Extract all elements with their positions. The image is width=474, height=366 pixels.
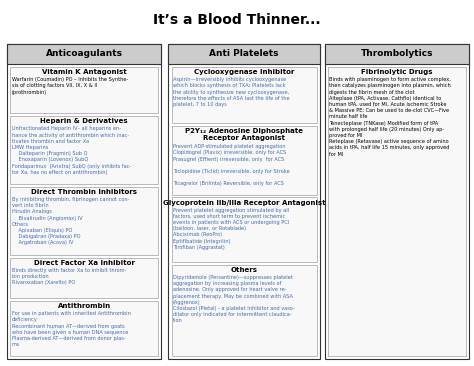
FancyBboxPatch shape [7, 44, 161, 64]
Text: Glycoprotein IIb/IIIa Receptor Antagonist: Glycoprotein IIb/IIIa Receptor Antagonis… [163, 199, 326, 206]
Text: Anti Platelets: Anti Platelets [210, 49, 279, 59]
Text: P2Y₁₂ Adenosine Diphosphate
Receptor Antagonist: P2Y₁₂ Adenosine Diphosphate Receptor Ant… [185, 128, 303, 141]
Text: Prevent platelet aggregation stimulated by all
factors, used short term to preve: Prevent platelet aggregation stimulated … [173, 208, 289, 250]
Text: Binds with plasminogen to form active complex,
then catalyzes plasminogen into p: Binds with plasminogen to form active co… [329, 77, 451, 157]
Text: Direct Factor Xa Inhibitor: Direct Factor Xa Inhibitor [34, 260, 135, 266]
FancyBboxPatch shape [10, 116, 158, 184]
Text: Aspirin—irreversibly inhibits cyclooxygenase
which blocks synthesis of TXA₂ Plat: Aspirin—irreversibly inhibits cyclooxyge… [173, 77, 290, 107]
FancyBboxPatch shape [168, 44, 320, 64]
FancyBboxPatch shape [168, 44, 320, 359]
FancyBboxPatch shape [10, 301, 158, 356]
FancyBboxPatch shape [328, 67, 466, 356]
Text: Unfractionated Heparin IV– all heparins en-
hance the activity of antithrombin w: Unfractionated Heparin IV– all heparins … [12, 126, 131, 175]
FancyBboxPatch shape [10, 187, 158, 255]
Text: Anticoagulants: Anticoagulants [46, 49, 123, 59]
Text: Antithrombin: Antithrombin [57, 303, 111, 309]
FancyBboxPatch shape [172, 67, 317, 123]
FancyBboxPatch shape [10, 67, 158, 113]
Text: Prevent ADP-stimulated platelet aggregation
Clopidogrel (Plavix) irreversible, o: Prevent ADP-stimulated platelet aggregat… [173, 144, 290, 186]
Text: It’s a Blood Thinner...: It’s a Blood Thinner... [153, 13, 321, 27]
FancyBboxPatch shape [172, 197, 317, 262]
FancyBboxPatch shape [325, 44, 469, 359]
Text: For use in patients with inherited Antithrombin
deficiency
Recombinant human AT—: For use in patients with inherited Antit… [12, 311, 131, 347]
FancyBboxPatch shape [325, 44, 469, 64]
Text: Heparin & Derivatives: Heparin & Derivatives [40, 118, 128, 124]
Text: Direct Thrombin Inhibitors: Direct Thrombin Inhibitors [31, 189, 137, 195]
Text: Thrombolytics: Thrombolytics [361, 49, 433, 59]
FancyBboxPatch shape [172, 265, 317, 356]
Text: Vitamin K Antagonist: Vitamin K Antagonist [42, 69, 127, 75]
FancyBboxPatch shape [10, 258, 158, 298]
Text: Cyclooxygenase Inhibitor: Cyclooxygenase Inhibitor [194, 69, 294, 75]
Text: Others: Others [231, 267, 257, 273]
FancyBboxPatch shape [7, 44, 161, 359]
Text: Dipyridamole (Persantine)—suppresses platelet
aggregation by increasing plasma l: Dipyridamole (Persantine)—suppresses pla… [173, 275, 295, 324]
FancyBboxPatch shape [172, 126, 317, 194]
Text: Warfarin (Coumadin) PO – Inhibits the Synthe-
sis of clotting factors VII, IX, X: Warfarin (Coumadin) PO – Inhibits the Sy… [12, 77, 128, 95]
Text: Binds directly with factor Xa to inhibit throm-
bin production
Rivaroxaban (Xare: Binds directly with factor Xa to inhibit… [12, 268, 126, 285]
Text: By inhibiting thrombin, fibrinogen cannot con-
vert into fibrin
Hirudin Analogs
: By inhibiting thrombin, fibrinogen canno… [12, 197, 129, 246]
Text: Fibrinolytic Drugs: Fibrinolytic Drugs [361, 69, 433, 75]
